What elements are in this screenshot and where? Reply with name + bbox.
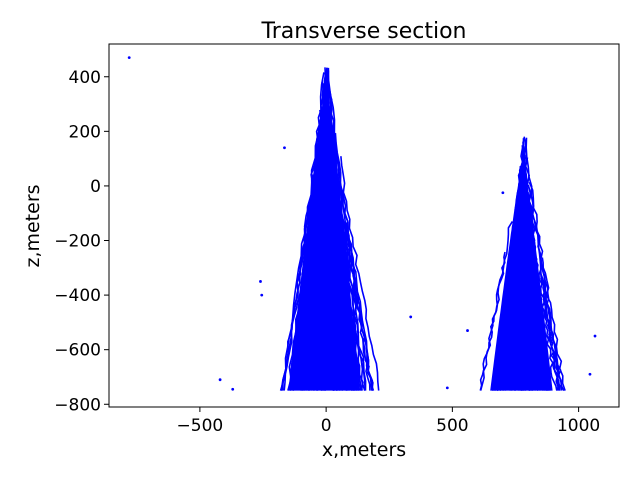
y-axis-label: z,meters: [22, 184, 44, 267]
outlier-point: [593, 334, 597, 338]
trace-line: [340, 156, 380, 391]
plot-area: [127, 56, 597, 392]
y-tick-label: 400: [69, 68, 101, 88]
outlier-point: [466, 329, 469, 332]
outlier-point: [260, 293, 264, 297]
x-tick-label: 0: [321, 416, 332, 436]
trace-line: [479, 220, 514, 391]
trace-line: [528, 181, 563, 391]
y-tick-label: 0: [90, 177, 101, 197]
trace-line: [479, 251, 506, 391]
outlier-point: [445, 386, 449, 390]
outlier-point: [283, 146, 286, 150]
outlier-point: [259, 280, 262, 283]
y-tick-label: −600: [54, 341, 101, 361]
axes: −500 0 500 1000 −800 −600 −400 −200 0 200 400: [54, 43, 620, 436]
y-tick-label: −800: [54, 395, 101, 415]
x-tick-label: 500: [436, 416, 468, 436]
trace-line: [329, 98, 366, 391]
trace-core: [490, 155, 553, 391]
trace-cluster-2: [479, 136, 566, 392]
trace-line: [541, 277, 559, 391]
x-tick-label: 1000: [557, 416, 600, 436]
axes-frame: [108, 43, 620, 408]
chart-title: Transverse section: [261, 19, 467, 44]
x-tick-label: −500: [177, 416, 224, 436]
y-tick-label: −200: [54, 232, 101, 252]
outlier-point: [501, 191, 505, 195]
outlier-point: [218, 378, 222, 382]
y-tick-label: −400: [54, 286, 101, 306]
outlier-point: [231, 387, 235, 391]
outlier-point: [409, 315, 413, 319]
outlier-point: [127, 56, 131, 60]
outlier-point: [588, 372, 592, 376]
x-axis-label: x,meters: [322, 439, 406, 461]
trace-core: [288, 82, 361, 391]
trace-cluster-1: [279, 67, 380, 391]
y-tick-label: 200: [69, 122, 101, 142]
